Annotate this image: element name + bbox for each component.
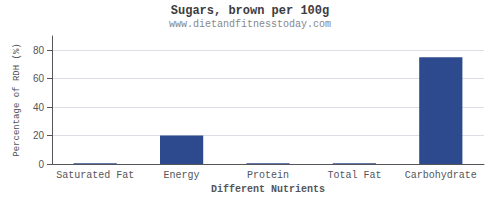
svg-text:www.dietandfitnesstoday.com: www.dietandfitnesstoday.com [169,19,331,30]
svg-text:20: 20 [33,130,45,141]
svg-text:Saturated Fat: Saturated Fat [56,170,134,181]
svg-text:Carbohydrate: Carbohydrate [405,170,477,181]
svg-text:Total Fat: Total Fat [327,170,381,181]
svg-text:40: 40 [33,102,45,113]
svg-text:60: 60 [33,73,45,84]
svg-text:Energy: Energy [164,170,200,181]
svg-text:80: 80 [33,45,45,56]
svg-text:Sugars, brown per 100g: Sugars, brown per 100g [171,4,329,18]
svg-text:Protein: Protein [247,170,289,181]
svg-text:0: 0 [38,159,44,170]
svg-text:Different Nutrients: Different Nutrients [211,184,325,195]
svg-text:Percentage of RDH (%): Percentage of RDH (%) [12,43,22,156]
